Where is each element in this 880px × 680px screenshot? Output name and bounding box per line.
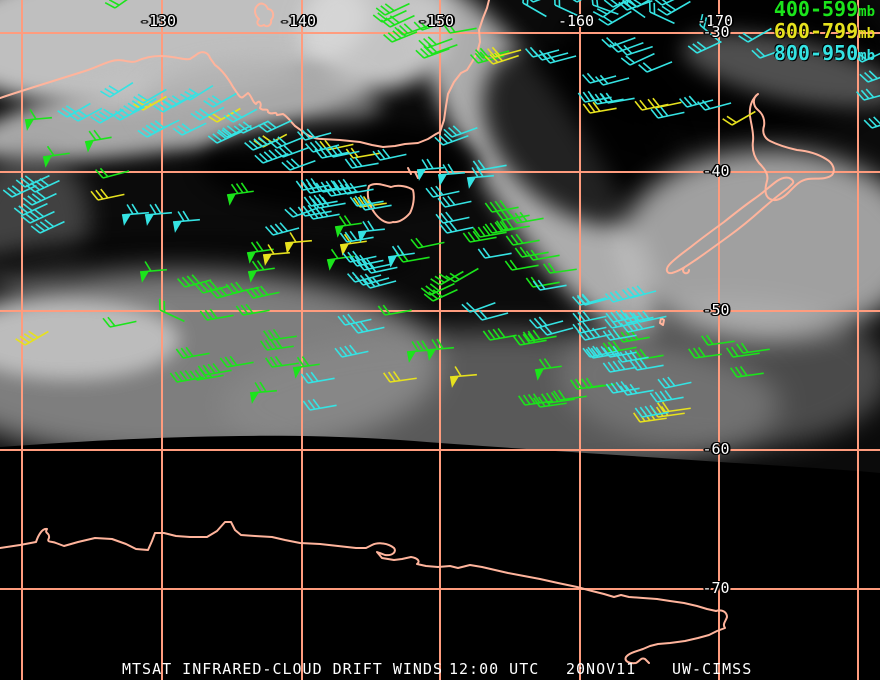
legend-item-mid: 600-799mb (773, 19, 875, 44)
wind-barb (420, 282, 455, 296)
latitude-label: -50 (702, 301, 730, 319)
legend-range: 800-950 (773, 41, 859, 65)
caption-bar: MTSAT INFRARED-CLOUD DRIFT WINDS 12:00 U… (0, 660, 880, 680)
grid-parallel (0, 171, 880, 173)
pressure-level-legend: 400-599mb 600-799mb 800-950mb (774, 0, 875, 66)
grid-parallel (0, 32, 880, 34)
wind-barb (144, 203, 172, 226)
coastline-antarctica (0, 521, 728, 665)
wind-barb (462, 230, 497, 243)
grid-meridian (857, 0, 859, 680)
wind-barb (473, 309, 509, 321)
cloud-texture (200, 120, 480, 210)
wind-barb (430, 270, 464, 286)
caption-date: 20NOV11 (566, 660, 637, 678)
grid-parallel (0, 588, 880, 590)
grid-parallel (0, 310, 880, 312)
wind-barb (264, 222, 300, 236)
wind-barb (172, 210, 200, 233)
wind-barb (357, 220, 385, 243)
grid-meridian (718, 0, 720, 680)
caption-credit: UW-CIMSS (672, 660, 753, 678)
wind-barb (522, 0, 547, 18)
grid-meridian (579, 0, 581, 680)
wind-barb (90, 188, 125, 201)
legend-item-high: 400-599mb (774, 0, 875, 22)
grid-parallel (0, 449, 880, 451)
legend-unit: mb (858, 4, 875, 20)
wind-barb (504, 259, 539, 271)
wind-barb (339, 230, 374, 243)
latitude-label: -70 (702, 579, 730, 597)
wind-barb (121, 203, 149, 226)
longitude-label: -130 (139, 12, 177, 30)
grid-meridian (439, 0, 441, 680)
longitude-label: -150 (417, 12, 455, 30)
latitude-label: -30 (702, 23, 730, 41)
legend-range: 600-799 (773, 19, 859, 43)
wind-barb (524, 0, 559, 3)
wind-barb (445, 267, 479, 283)
legend-range: 400-599 (773, 0, 859, 21)
grid-meridian (301, 0, 303, 680)
latitude-label: -40 (702, 162, 730, 180)
wind-barb (334, 215, 362, 238)
longitude-label: -170 (696, 12, 734, 30)
caption-product: MTSAT INFRARED-CLOUD DRIFT WINDS (122, 660, 443, 678)
latitude-label: -60 (702, 440, 730, 458)
grid-meridian (21, 0, 23, 680)
wind-barb (863, 116, 880, 129)
grid-meridian (161, 0, 163, 680)
caption-time: 12:00 UTC (449, 660, 540, 678)
legend-item-low: 800-950mb (773, 41, 875, 66)
legend-unit: mb (858, 48, 875, 64)
wind-barb (477, 247, 512, 259)
longitude-label: -160 (557, 12, 595, 30)
wind-barb (435, 211, 470, 224)
wind-barb (439, 221, 474, 234)
longitude-label: -140 (279, 12, 317, 30)
legend-unit: mb (858, 26, 875, 42)
wind-barb (528, 316, 564, 329)
wind-barb (472, 225, 507, 238)
